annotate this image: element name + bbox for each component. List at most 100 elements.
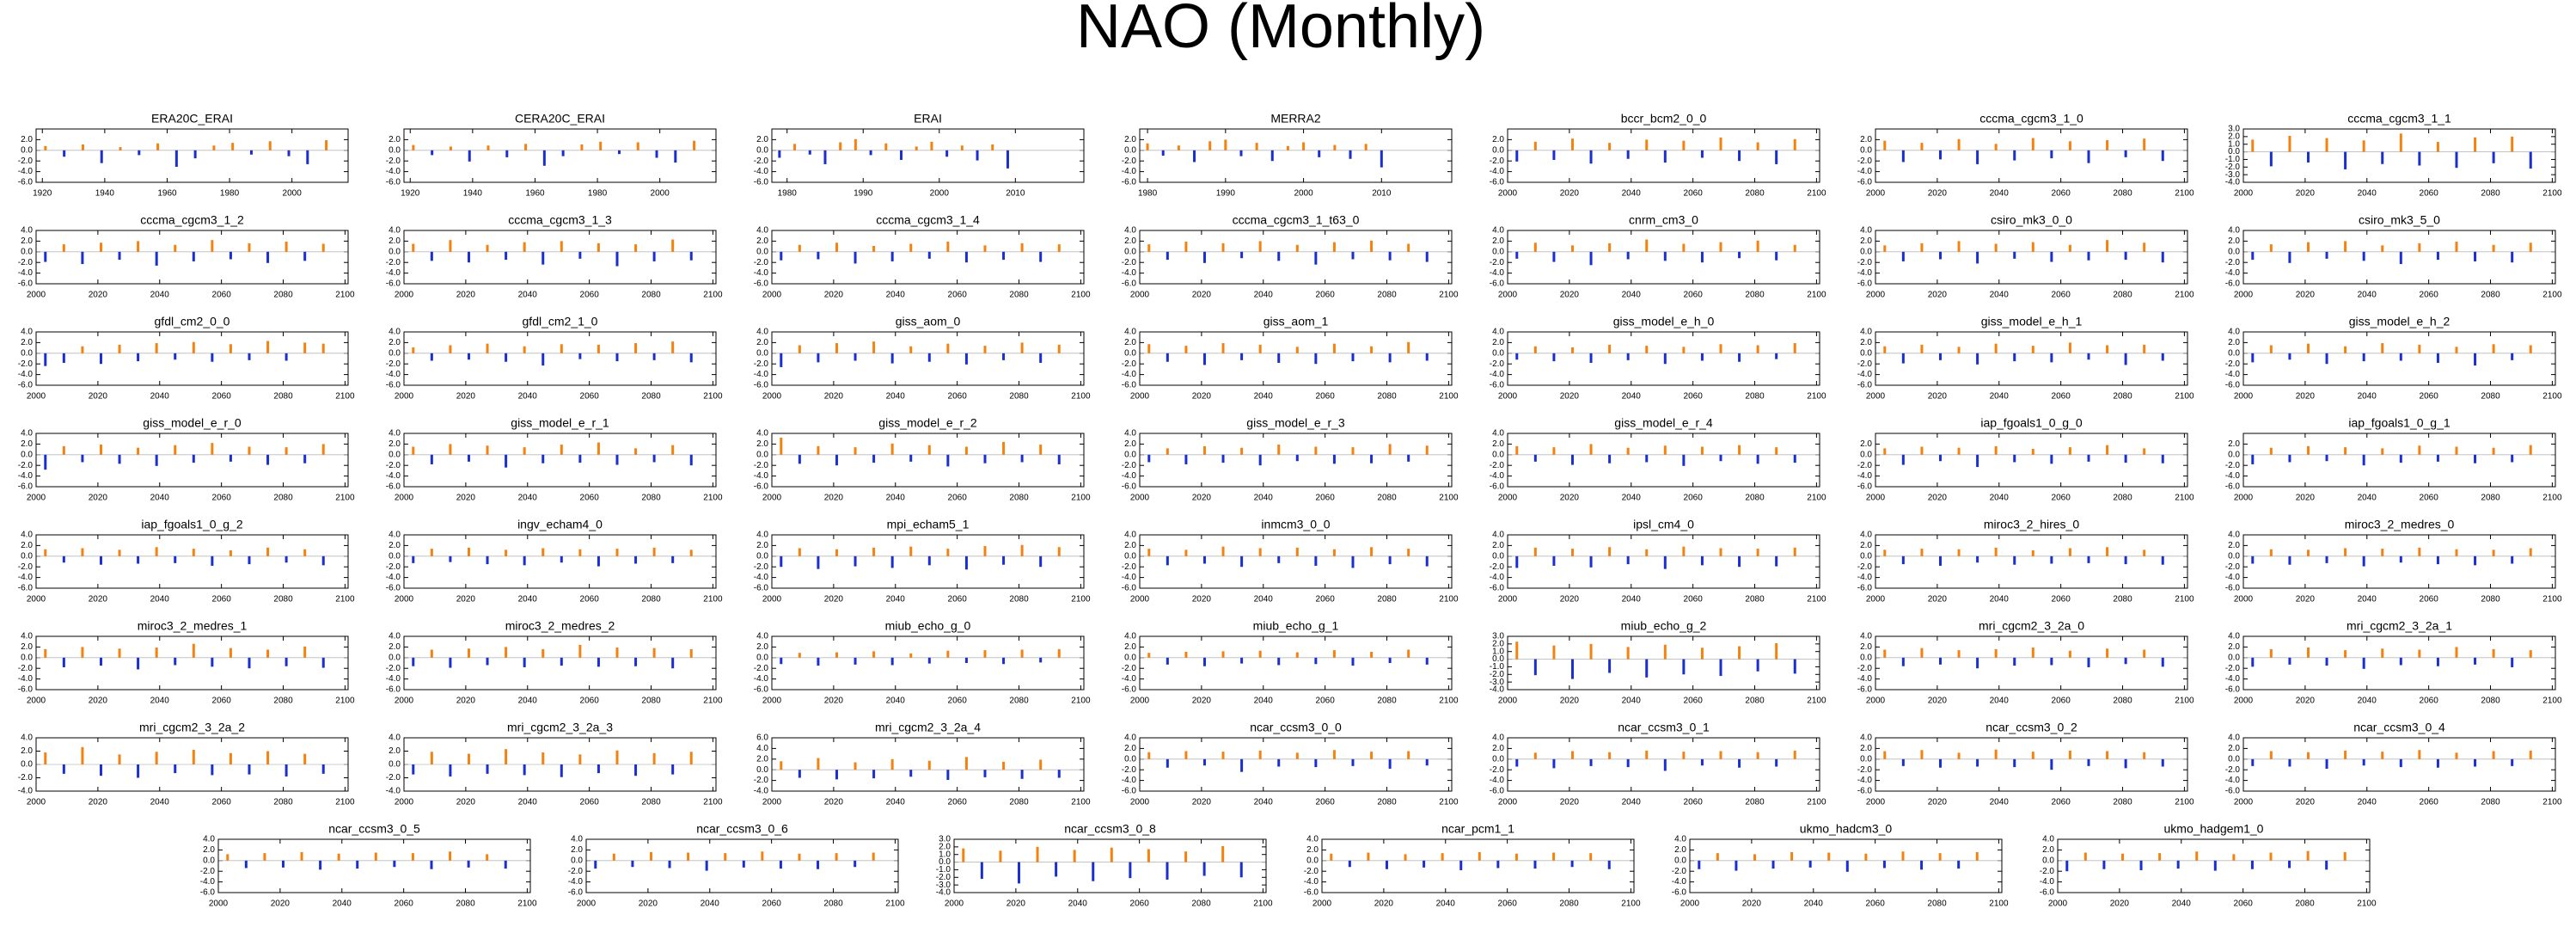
x-tick-label: 2100: [1807, 189, 1826, 199]
plot-frame: [403, 230, 717, 285]
y-tick-label: 2.0: [1674, 845, 1686, 855]
bar: [2492, 549, 2495, 556]
bar: [2399, 133, 2402, 152]
bar: [118, 251, 121, 261]
bar: [268, 141, 272, 150]
bar: [964, 657, 968, 663]
bar: [99, 353, 102, 365]
panel-title: csiro_mk3_5_0: [2359, 213, 2440, 227]
bar: [2050, 353, 2053, 363]
plot-frame: [1139, 128, 1453, 183]
y-tick-label: -4.0: [2225, 776, 2241, 785]
x-tick-label: 2100: [1071, 697, 1091, 706]
x-tick-label: 2020: [1007, 899, 1026, 909]
bar: [100, 150, 103, 163]
bar: [798, 770, 801, 778]
bar: [687, 852, 690, 861]
bar: [1608, 547, 1612, 556]
y-tick-label: 4.0: [21, 734, 33, 743]
bar: [2288, 860, 2291, 869]
x-tick-label: 2100: [2542, 798, 2562, 807]
y-tick-label: 4.0: [756, 429, 768, 439]
y-tick-label: 2.0: [1124, 642, 1136, 652]
plot-frame: [1507, 534, 1820, 589]
y-tick-label: -4.0: [386, 471, 401, 481]
bar: [1626, 251, 1630, 260]
y-tick-label: 0.0: [2228, 551, 2240, 561]
x-tick-label: 2020: [1192, 595, 1212, 605]
bar: [449, 444, 452, 455]
bar: [2031, 752, 2034, 759]
bar: [1314, 758, 1318, 768]
x-tick-label: 2060: [580, 798, 600, 807]
bar: [1202, 445, 1206, 455]
bar: [2288, 353, 2291, 360]
y-tick-label: 2.0: [2228, 439, 2240, 449]
x-tick-label: 2040: [1622, 697, 1642, 706]
x-tick-label: 2040: [1804, 899, 1824, 909]
bar: [817, 860, 820, 869]
bar: [44, 454, 47, 470]
bar: [983, 546, 987, 556]
y-tick-label: -6.0: [1857, 584, 1873, 593]
y-tick-label: 2.0: [21, 338, 33, 347]
bar: [1883, 549, 1887, 556]
bar: [303, 753, 307, 764]
bar: [430, 454, 433, 464]
panel-title: MERRA2: [1270, 112, 1321, 126]
x-tick-label: 2100: [2175, 494, 2194, 503]
bar: [430, 752, 433, 764]
bar: [2031, 549, 2034, 556]
bar: [2474, 251, 2477, 261]
x-tick-label: 2060: [948, 595, 968, 605]
x-tick-label: 2100: [1439, 798, 1459, 807]
bar: [2399, 758, 2402, 768]
bar: [1719, 454, 1722, 462]
plot-frame: [2243, 635, 2556, 691]
bar: [449, 657, 452, 668]
y-tick-label: 0.0: [389, 145, 401, 155]
bar: [1177, 145, 1180, 150]
bar: [761, 851, 764, 861]
x-tick-label: 2100: [703, 291, 723, 300]
x-tick-label: 2100: [2175, 291, 2194, 300]
y-tick-label: 2.0: [389, 439, 401, 449]
x-tick-label: 2000: [1498, 392, 1518, 402]
bar: [1775, 150, 1778, 164]
y-tick-label: 1.0: [2228, 139, 2240, 149]
bar: [2474, 454, 2477, 463]
panel-title: cccma_cgcm3_1_3: [508, 213, 612, 227]
bar: [634, 556, 638, 564]
y-tick-label: 3.0: [939, 835, 951, 844]
bar: [1663, 251, 1667, 261]
bar: [1920, 242, 1924, 252]
x-tick-label: 2040: [886, 494, 906, 503]
bar: [869, 150, 872, 156]
bar: [2474, 657, 2477, 665]
y-tick-label: 4.0: [389, 328, 401, 337]
bar: [266, 251, 270, 263]
x-tick-label: 2020: [456, 494, 476, 503]
x-tick-label: 2000: [762, 291, 782, 300]
x-tick-label: 2080: [2113, 189, 2132, 199]
bar: [1976, 758, 1979, 767]
bar: [2269, 852, 2273, 861]
bar: [1295, 347, 1299, 353]
bar: [652, 251, 656, 261]
bar: [1552, 758, 1556, 769]
bar: [1277, 353, 1281, 363]
y-tick-label: 0.0: [756, 247, 768, 256]
bar: [1057, 770, 1061, 778]
bar: [1738, 556, 1741, 568]
x-tick-label: 2040: [1990, 798, 2010, 807]
x-tick-label: 2020: [1374, 899, 1394, 909]
bar: [1626, 353, 1630, 360]
plot-frame: [217, 838, 531, 893]
bar: [2106, 751, 2109, 759]
y-tick-label: 2.0: [389, 642, 401, 652]
bar: [2068, 447, 2071, 455]
y-tick-label: -4.0: [18, 674, 34, 684]
bar: [1240, 758, 1244, 772]
bar: [2013, 251, 2016, 259]
x-tick-label: 2060: [2420, 798, 2439, 807]
